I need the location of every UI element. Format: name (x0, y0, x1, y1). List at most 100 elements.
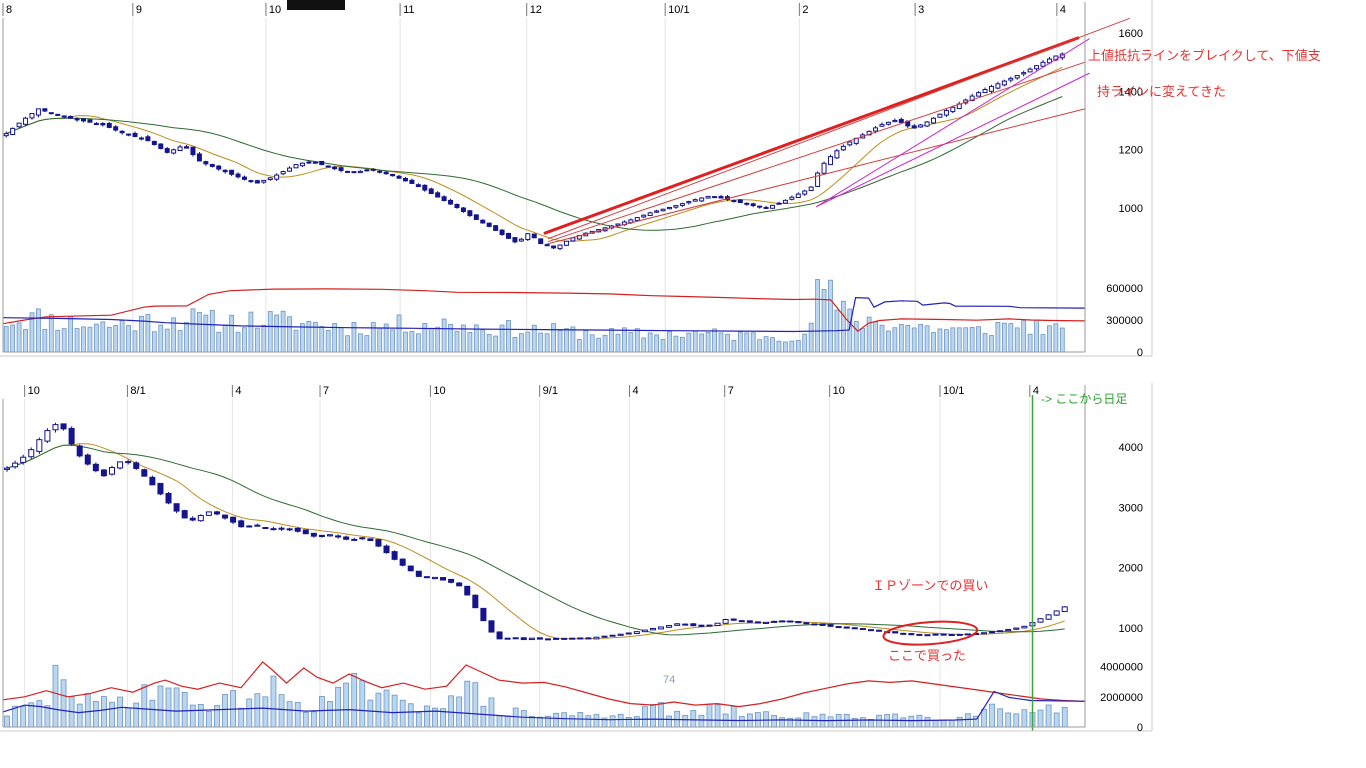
volume-bar (36, 700, 43, 728)
volume-bar (932, 720, 939, 728)
volume-bar (596, 337, 602, 353)
candle-body (531, 233, 537, 239)
candle-body (402, 177, 408, 182)
candle-body (428, 188, 434, 195)
volume-bar (557, 330, 563, 353)
volume-bar (125, 707, 132, 728)
volume-bar (391, 694, 398, 728)
volume-bar (628, 332, 634, 353)
candle-body (222, 169, 228, 173)
volume-bar (738, 716, 745, 728)
daily-candlestick-chart[interactable]: 8 9 10 11 12 10/1 2 3 4 1600 1400 1200 1000 600000 300… (0, 0, 1366, 362)
candle-body (16, 122, 22, 128)
candle-body (738, 620, 745, 623)
candle-body (496, 631, 503, 640)
volume-bar (698, 714, 705, 728)
short-moving-average (6, 66, 1063, 242)
candle-body (750, 203, 756, 207)
candle-body (189, 517, 196, 521)
volume-bar (403, 331, 408, 353)
volume-bar (454, 330, 460, 353)
candle-body (843, 626, 850, 629)
candle-body (3, 133, 9, 137)
volume-bar (667, 331, 672, 353)
candle-body (885, 121, 891, 125)
candle-body (1021, 625, 1028, 629)
candle-body (326, 534, 334, 537)
volume-bar (158, 324, 164, 353)
blue-indicator-line (2, 690, 1086, 722)
price-axis-label: 1400 (1119, 86, 1143, 98)
volume-bar (1040, 334, 1046, 353)
candle-body (332, 166, 338, 170)
candle-body (563, 240, 569, 246)
volume-bar (931, 332, 936, 353)
volume-bar (157, 685, 164, 728)
candle-body (847, 141, 853, 146)
volume-bar (789, 340, 795, 353)
candle-body (396, 175, 402, 179)
candle-body (528, 637, 535, 641)
candle-body (989, 631, 996, 634)
volume-bar (267, 311, 273, 353)
candle-body (1045, 614, 1052, 620)
volume-bar (699, 333, 705, 353)
volume-bar (377, 327, 383, 353)
volume-bar (997, 708, 1004, 728)
volume-bar (44, 705, 51, 728)
volume-bar (666, 715, 673, 728)
candle-body (335, 535, 342, 538)
candle-body (997, 630, 1004, 633)
candle-body (181, 510, 188, 519)
volume-bar (989, 335, 994, 353)
candle-body (518, 238, 524, 242)
candle-body (141, 469, 148, 477)
candle-body (1014, 75, 1020, 79)
candle-body (940, 633, 947, 636)
candle-body (164, 148, 170, 153)
volume-bar (4, 715, 10, 728)
weekly-candlestick-chart[interactable]: 10 8/1 4 7 10 9/1 4 7 10 10/1 4 4000 3000 2000 1000 400… (0, 383, 1366, 735)
volume-bar (506, 320, 511, 353)
volume-bar (310, 711, 317, 728)
volume-bar (537, 716, 543, 728)
candle-body (712, 196, 718, 199)
candle-body (633, 631, 640, 634)
volume-bar (133, 702, 140, 728)
candle-body (835, 626, 842, 629)
volume-bar (802, 333, 808, 353)
volume-bar (633, 716, 640, 728)
candle-body (246, 525, 253, 528)
candle-body (310, 532, 317, 537)
volume-axis-label: 0 (1137, 347, 1143, 359)
candle-body (157, 482, 164, 495)
volume-bar (109, 701, 115, 728)
x-axis-label: 10 (433, 385, 445, 397)
volume-bar (658, 702, 664, 728)
candle-body (460, 207, 466, 212)
candle-body (551, 245, 557, 249)
volume-bar (821, 289, 827, 353)
volume-bar (940, 719, 947, 728)
volume-bar (428, 327, 434, 353)
volume-bar (908, 715, 915, 728)
candle-body (454, 204, 460, 209)
volume-bar (42, 328, 48, 353)
volume-bar (705, 332, 711, 353)
volume-bar (679, 336, 685, 353)
candle-body (84, 454, 91, 465)
candle-body (892, 119, 898, 123)
candle-body (520, 637, 527, 641)
candle-body (205, 511, 212, 516)
volume-bar (602, 334, 608, 353)
volume-bar (12, 705, 19, 728)
candle-body (950, 106, 956, 113)
candle-body (876, 629, 883, 632)
volume-bar (325, 329, 331, 353)
candle-body (674, 623, 681, 626)
candle-body (87, 119, 93, 123)
candle-body (184, 146, 190, 149)
candle-body (504, 637, 511, 640)
candle-body (138, 137, 144, 140)
x-axis-label: 9 (136, 4, 142, 16)
